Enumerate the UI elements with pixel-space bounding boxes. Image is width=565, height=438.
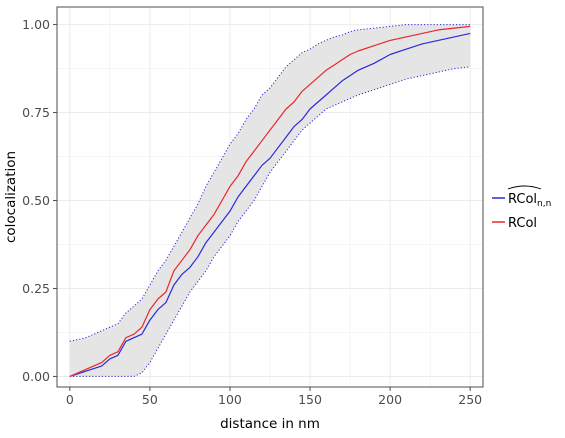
x-tick-label: 100: [218, 392, 242, 407]
band-upper-bound: [69, 24, 471, 342]
legend-hat-icon: [507, 185, 542, 190]
series-line-0: [69, 32, 471, 377]
band-lower-bound: [69, 66, 471, 377]
x-tick-label: 50: [142, 392, 158, 407]
legend-label-0: RColn,n: [508, 192, 551, 209]
y-axis: 0.00 0.25 0.50 0.75 1.00: [22, 17, 57, 384]
legend-item-1: RCol: [492, 216, 537, 231]
y-tick-label: 0.00: [22, 369, 50, 384]
y-tick-label: 0.75: [22, 105, 50, 120]
legend-item-0: RColn,n: [492, 185, 551, 209]
plot-panel: [56, 6, 484, 388]
x-tick-label: 0: [66, 392, 74, 407]
y-axis-title: colocalization: [3, 151, 19, 243]
band-fill: [69, 24, 471, 377]
y-tick-label: 1.00: [22, 17, 50, 32]
series-lines: [69, 25, 471, 377]
legend-label-1: RCol: [508, 216, 537, 231]
x-tick-label: 250: [458, 392, 482, 407]
x-tick-label: 200: [378, 392, 402, 407]
series-line-1: [69, 25, 471, 377]
y-tick-label: 0.50: [22, 193, 50, 208]
panel-border: [56, 6, 484, 388]
legend: RColn,n RCol: [492, 185, 551, 231]
x-axis-title: distance in nm: [220, 416, 320, 432]
x-axis: 0 50 100 150 200 250: [66, 387, 482, 407]
y-tick-label: 0.25: [22, 281, 50, 296]
confidence-band: [69, 24, 471, 377]
x-tick-label: 150: [298, 392, 322, 407]
